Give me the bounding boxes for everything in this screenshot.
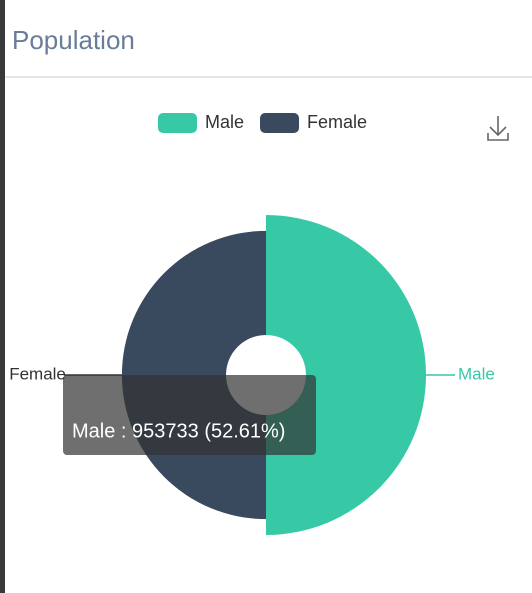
- slice-label: Female: [9, 364, 66, 383]
- legend-label: Male: [205, 112, 244, 132]
- legend-label: Female: [307, 112, 367, 132]
- edge: [0, 0, 5, 593]
- download-icon[interactable]: [487, 116, 509, 141]
- legend-swatch: [158, 113, 197, 133]
- chart-title: Population: [12, 25, 135, 55]
- download-glyph: [487, 116, 509, 141]
- tooltip-box: [63, 375, 316, 455]
- plot: Male Female Male Female Male : 953733 (52.61…: [9, 112, 495, 535]
- slice-label: Male: [458, 364, 495, 383]
- tooltip: Male : 953733 (52.61%): [63, 375, 316, 455]
- tooltip-text: Male : 953733 (52.61%): [72, 420, 285, 442]
- legend-swatch: [260, 113, 300, 133]
